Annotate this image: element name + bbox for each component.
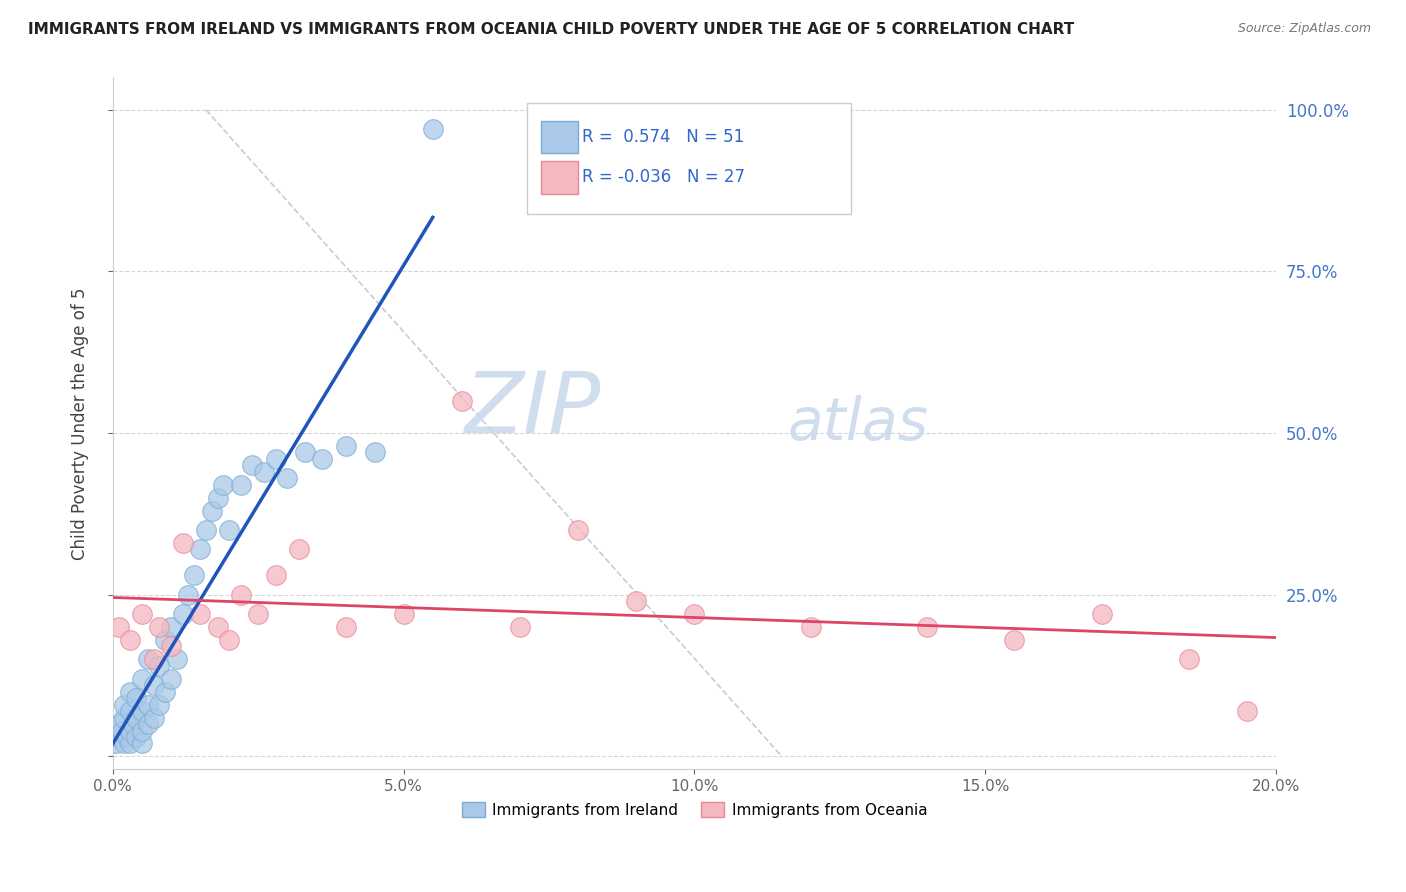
- Point: [335, 620, 357, 634]
- Point: [107, 717, 129, 731]
- Point: [363, 445, 385, 459]
- Point: [148, 658, 170, 673]
- Point: [131, 607, 153, 621]
- Point: [148, 698, 170, 712]
- Point: [276, 471, 298, 485]
- Point: [247, 607, 270, 621]
- Point: [311, 452, 333, 467]
- Point: [114, 698, 136, 712]
- Point: [509, 620, 531, 634]
- Point: [177, 588, 200, 602]
- Text: atlas: atlas: [787, 395, 928, 452]
- Point: [107, 730, 129, 744]
- Point: [153, 632, 176, 647]
- Point: [160, 620, 183, 634]
- Point: [125, 710, 148, 724]
- Text: R =  0.574   N = 51: R = 0.574 N = 51: [582, 128, 744, 146]
- Text: ZIP: ZIP: [465, 368, 602, 451]
- Point: [125, 691, 148, 706]
- Point: [1091, 607, 1114, 621]
- Point: [131, 704, 153, 718]
- Point: [125, 730, 148, 744]
- Point: [294, 445, 316, 459]
- Point: [136, 698, 159, 712]
- Point: [104, 736, 127, 750]
- Text: IMMIGRANTS FROM IRELAND VS IMMIGRANTS FROM OCEANIA CHILD POVERTY UNDER THE AGE O: IMMIGRANTS FROM IRELAND VS IMMIGRANTS FR…: [28, 22, 1074, 37]
- Point: [229, 588, 252, 602]
- Y-axis label: Child Poverty Under the Age of 5: Child Poverty Under the Age of 5: [72, 287, 89, 559]
- Point: [131, 672, 153, 686]
- Point: [110, 723, 132, 738]
- Point: [120, 723, 142, 738]
- Point: [114, 710, 136, 724]
- Point: [172, 607, 194, 621]
- Point: [188, 607, 211, 621]
- Point: [1236, 704, 1258, 718]
- Point: [567, 523, 589, 537]
- Legend: Immigrants from Ireland, Immigrants from Oceania: Immigrants from Ireland, Immigrants from…: [456, 796, 934, 824]
- Point: [335, 439, 357, 453]
- Point: [218, 523, 240, 537]
- Text: R = -0.036   N = 27: R = -0.036 N = 27: [582, 168, 745, 186]
- Point: [120, 632, 142, 647]
- Point: [1002, 632, 1025, 647]
- Point: [136, 717, 159, 731]
- Point: [120, 704, 142, 718]
- Point: [160, 640, 183, 654]
- Point: [136, 652, 159, 666]
- Point: [683, 607, 706, 621]
- Point: [153, 684, 176, 698]
- Point: [120, 736, 142, 750]
- Point: [218, 632, 240, 647]
- Point: [1178, 652, 1201, 666]
- Point: [160, 672, 183, 686]
- Point: [450, 393, 472, 408]
- Point: [142, 678, 165, 692]
- Point: [392, 607, 415, 621]
- Point: [117, 730, 139, 744]
- Point: [264, 568, 287, 582]
- Point: [626, 594, 648, 608]
- Point: [183, 568, 205, 582]
- Point: [253, 465, 276, 479]
- Point: [188, 542, 211, 557]
- Point: [142, 652, 165, 666]
- Text: Source: ZipAtlas.com: Source: ZipAtlas.com: [1237, 22, 1371, 36]
- Point: [166, 652, 188, 666]
- Point: [114, 736, 136, 750]
- Point: [172, 536, 194, 550]
- Point: [120, 684, 142, 698]
- Point: [107, 620, 129, 634]
- Point: [131, 736, 153, 750]
- Point: [207, 491, 229, 505]
- Point: [915, 620, 938, 634]
- Point: [131, 723, 153, 738]
- Point: [264, 452, 287, 467]
- Point: [207, 620, 229, 634]
- Point: [194, 523, 217, 537]
- Point: [422, 122, 444, 136]
- Point: [148, 620, 170, 634]
- Point: [288, 542, 311, 557]
- Point: [800, 620, 823, 634]
- Point: [142, 710, 165, 724]
- Point: [229, 477, 252, 491]
- Point: [242, 458, 264, 473]
- Point: [212, 477, 235, 491]
- Point: [122, 717, 145, 731]
- Point: [201, 503, 224, 517]
